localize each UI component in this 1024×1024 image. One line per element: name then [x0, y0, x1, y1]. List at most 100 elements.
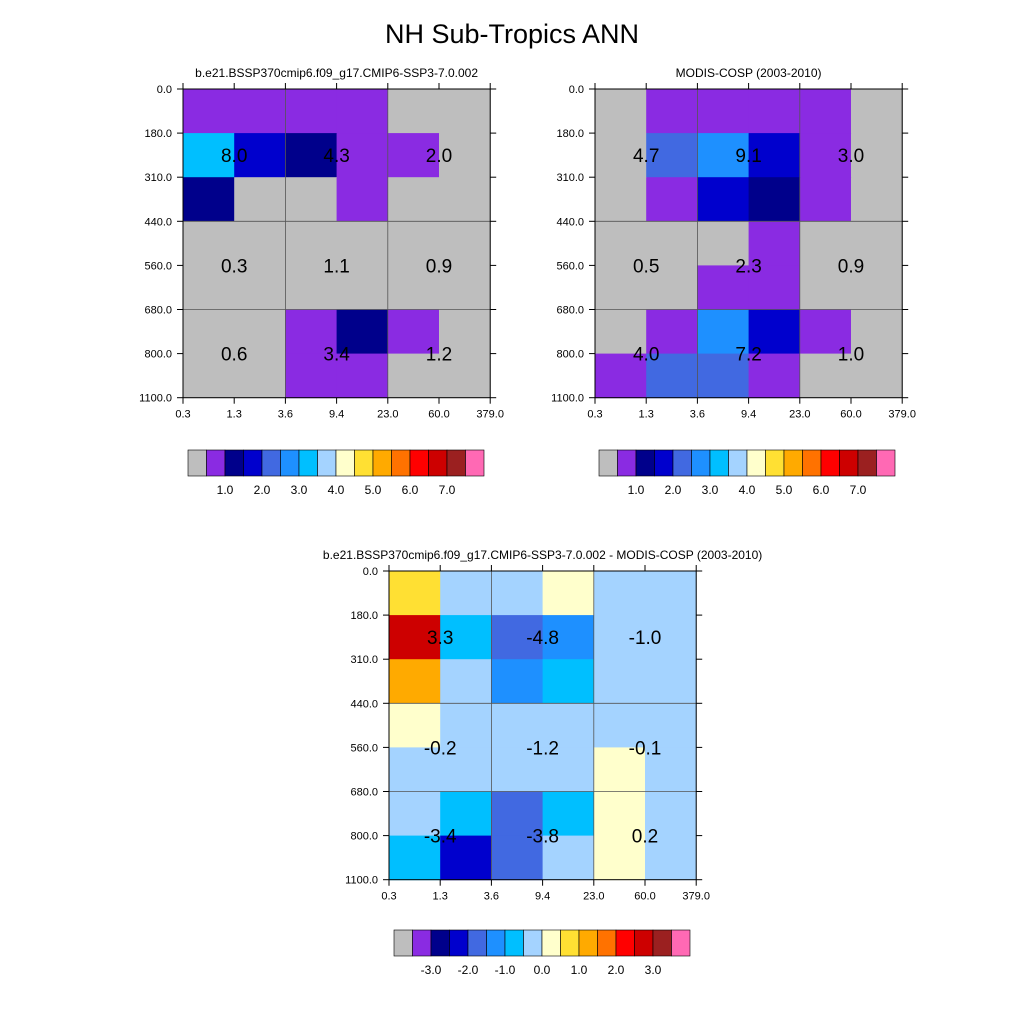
heatmap-panel-obs: MODIS-COSP (2003-2010) 0.0 180.0 310.0 440.0…	[551, 66, 916, 497]
heatmap-cell	[440, 571, 492, 616]
heatmap-cell	[645, 747, 697, 792]
x-tick-label: 379.0	[476, 409, 504, 421]
heatmap-cell	[439, 353, 491, 399]
heatmap-cell	[748, 133, 801, 178]
y-tick-label: 180.0	[350, 610, 378, 622]
colorbar-swatch	[206, 449, 226, 477]
panel-title: MODIS-COSP (2003-2010)	[676, 66, 822, 80]
heatmap-cell	[234, 177, 286, 222]
x-tick-label: 3.6	[484, 891, 499, 903]
heatmap-cell	[645, 571, 697, 616]
heatmap-cell	[646, 221, 698, 266]
heatmap-cell	[646, 309, 698, 355]
heatmap-cell	[542, 747, 595, 792]
heatmap-cell	[799, 221, 852, 266]
colorbar-swatch	[541, 929, 561, 957]
heatmap-cell	[234, 89, 286, 134]
heatmap-cell	[387, 221, 440, 266]
colorbar-swatch	[409, 449, 429, 477]
x-tick-label: 9.4	[741, 409, 756, 421]
heatmap-cell	[491, 703, 544, 748]
heatmap-cell	[285, 89, 338, 134]
cell-value-label: 0.2	[632, 827, 658, 848]
heatmap-cell	[851, 353, 903, 399]
cell-value-label: 0.6	[221, 345, 247, 366]
heatmap-cell	[593, 615, 646, 660]
colorbar-swatch	[243, 449, 263, 477]
heatmap-cell	[748, 89, 801, 134]
heatmap-cell	[595, 89, 647, 134]
heatmap-cell	[748, 221, 801, 266]
colorbar-swatch	[857, 449, 877, 477]
heatmap-cell	[440, 703, 492, 748]
x-tick-label: 23.0	[377, 409, 398, 421]
x-tick-label: 9.4	[329, 409, 344, 421]
colorbar-swatch	[615, 929, 635, 957]
heatmap-cell	[542, 791, 595, 837]
heatmap-cell	[387, 265, 440, 310]
colorbar-swatch	[597, 929, 617, 957]
colorbar-swatch	[728, 449, 748, 477]
panels: b.e21.BSSP370cmip6.f09_g17.CMIP6-SSP3-7.…	[139, 66, 916, 977]
heatmap-cell	[234, 265, 286, 310]
cell-value-label: -0.2	[424, 738, 457, 759]
heatmap-cell	[387, 309, 440, 355]
colorbar-label: 6.0	[813, 483, 830, 497]
heatmap-cell	[440, 791, 492, 837]
heatmap-cell	[697, 133, 750, 178]
heatmap-cell	[851, 89, 903, 134]
y-tick-label: 310.0	[144, 172, 172, 184]
cell-value-label: 1.1	[323, 256, 349, 277]
page-title: NH Sub-Tropics ANN	[385, 19, 639, 49]
heatmap-cell	[491, 615, 544, 660]
heatmap-panel-diff: b.e21.BSSP370cmip6.f09_g17.CMIP6-SSP3-7.…	[323, 548, 762, 977]
x-tick-label: 60.0	[840, 409, 861, 421]
colorbar-label: 5.0	[776, 483, 793, 497]
heatmap-cell	[491, 571, 544, 616]
colorbar-label: 1.0	[217, 483, 234, 497]
heatmap-cell	[542, 835, 595, 881]
heatmap-cell	[645, 659, 697, 704]
cell-value-label: 4.7	[633, 146, 659, 167]
heatmap-cell	[336, 353, 389, 399]
colorbar-swatch	[652, 929, 672, 957]
x-tick-label: 60.0	[428, 409, 449, 421]
colorbar-label: 7.0	[439, 483, 456, 497]
colorbar-label: 0.0	[534, 963, 551, 977]
y-tick-label: 440.0	[556, 216, 584, 228]
heatmap-cell	[389, 659, 441, 704]
cell-value-label: 9.1	[735, 146, 761, 167]
colorbar-swatch	[280, 449, 300, 477]
colorbar-swatch	[578, 929, 598, 957]
heatmap-cell	[439, 265, 491, 310]
y-tick-label: 680.0	[144, 305, 172, 317]
panel-title: b.e21.BSSP370cmip6.f09_g17.CMIP6-SSP3-7.…	[323, 548, 762, 562]
cell-value-label: -1.0	[629, 628, 662, 649]
heatmap-cell	[697, 221, 750, 266]
cell-value-label: 0.5	[633, 256, 659, 277]
cell-value-label: 1.0	[838, 345, 864, 366]
colorbar-swatch	[783, 449, 803, 477]
heatmap-cell	[440, 659, 492, 704]
colorbar-label: 6.0	[402, 483, 419, 497]
heatmap-cell	[389, 615, 441, 660]
colorbar-swatch	[430, 929, 450, 957]
colorbar-label: -2.0	[458, 963, 479, 977]
heatmap-cell	[697, 89, 750, 134]
heatmap-cell	[491, 791, 544, 837]
x-tick-label: 3.6	[690, 409, 705, 421]
heatmap-cell	[439, 133, 491, 178]
colorbar-label: 2.0	[254, 483, 271, 497]
heatmap-cell	[542, 615, 595, 660]
colorbar-swatch	[412, 929, 432, 957]
cell-value-label: 2.3	[735, 256, 761, 277]
heatmap-cell	[336, 133, 389, 178]
colorbar-swatch	[449, 929, 469, 957]
colorbar-label: 3.0	[291, 483, 308, 497]
heatmap-cell	[593, 835, 646, 881]
cell-value-label: 1.2	[426, 345, 452, 366]
x-tick-label: 0.3	[381, 891, 396, 903]
colorbar-swatch	[224, 449, 244, 477]
colorbar-swatch	[393, 929, 413, 957]
colorbar-label: 3.0	[702, 483, 719, 497]
